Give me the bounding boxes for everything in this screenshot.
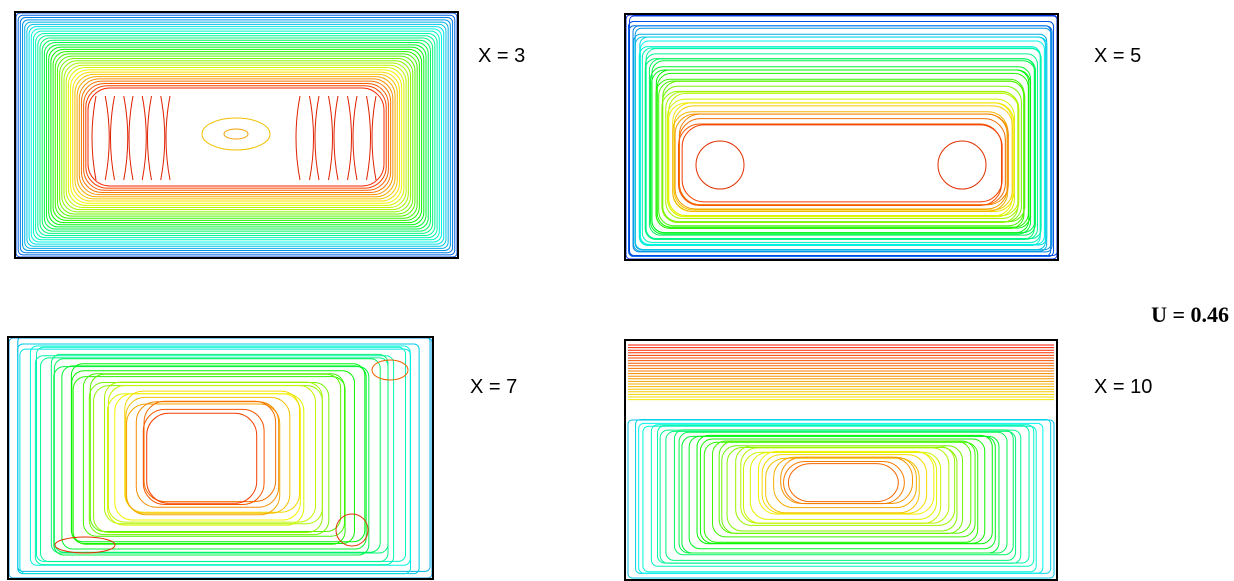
contour-line [49, 47, 424, 225]
panel-label: X = 10 [1094, 376, 1152, 398]
plot-frame [625, 14, 1058, 260]
contour-line [111, 96, 115, 180]
contour-line [679, 119, 1005, 205]
contour-line [668, 103, 1012, 216]
panel-label: X = 7 [470, 376, 517, 398]
contour-line [73, 72, 400, 201]
contour-line [783, 461, 904, 503]
contour-line [372, 96, 376, 180]
contour-line [18, 344, 419, 574]
contour-line [666, 92, 1019, 219]
contour-line [367, 96, 371, 180]
contour-line [142, 96, 146, 180]
contour-line [696, 141, 744, 189]
contour-line [679, 432, 1007, 553]
contour-line [353, 96, 357, 180]
contour-line [635, 37, 1045, 249]
contour-line [640, 41, 1044, 244]
contour-line [652, 70, 1029, 233]
contour-line [36, 33, 437, 237]
contour-line [788, 464, 898, 502]
contour-line [682, 125, 1002, 202]
contour-line [673, 112, 1008, 212]
contour-line [166, 96, 170, 180]
contour-line [750, 452, 936, 519]
contour-line [86, 86, 386, 188]
contour-line [662, 91, 1018, 222]
contour-line [336, 514, 368, 546]
contour-line [92, 96, 96, 180]
panel-label: X = 5 [1094, 45, 1141, 67]
contour-line [20, 18, 452, 253]
contour-line [640, 37, 1047, 245]
contour-plot [626, 15, 1057, 259]
contour-plot [9, 337, 432, 578]
contour-line [666, 431, 1016, 560]
contour-plot [628, 345, 1054, 578]
contour-line [741, 448, 949, 523]
contour-line [645, 59, 1034, 240]
contour-line [656, 79, 1024, 228]
contour-line [334, 96, 338, 180]
contour-line [675, 114, 1007, 209]
page: {"panels": [{"label": "X = 3"}, {"label"… [0, 0, 1234, 581]
contour-line [629, 16, 1057, 255]
panel-label: X = 3 [478, 45, 525, 67]
contour-line [296, 96, 300, 180]
contour-line [224, 129, 248, 139]
contour-line [105, 96, 109, 180]
contour-line [148, 96, 152, 180]
contour-line [33, 31, 439, 240]
contour-line [642, 48, 1040, 242]
contour-line [674, 106, 1012, 210]
contour-line [329, 96, 333, 180]
contour-line [136, 402, 278, 508]
contour-line [689, 436, 995, 548]
contour-line [161, 96, 165, 180]
contour-line [315, 96, 319, 180]
contour-line [348, 96, 352, 180]
contour-line [75, 74, 397, 199]
contour-line [129, 96, 133, 180]
contour-line [202, 118, 270, 150]
contour-line [124, 96, 128, 180]
contour-line [679, 114, 1008, 205]
contour-line [678, 124, 1001, 206]
annotation: U = 0.46 [1151, 302, 1229, 327]
contour-line [667, 99, 1014, 217]
contour-plot [16, 13, 457, 257]
contour-line [147, 413, 257, 503]
contour-line [79, 79, 393, 195]
contour-line [938, 141, 986, 189]
contour-line [27, 24, 446, 246]
contour-line [71, 70, 402, 203]
figure: X = 3 X = 5 X = 7 X = 10 U = 0.46 [0, 0, 1234, 581]
contour-line [54, 359, 380, 552]
contour-line [657, 73, 1028, 227]
contour-line [633, 26, 1052, 252]
contour-line [37, 347, 406, 561]
contour-line [372, 360, 408, 380]
contour-line [143, 409, 264, 504]
contour-line [310, 96, 314, 180]
contour-line [88, 88, 384, 186]
